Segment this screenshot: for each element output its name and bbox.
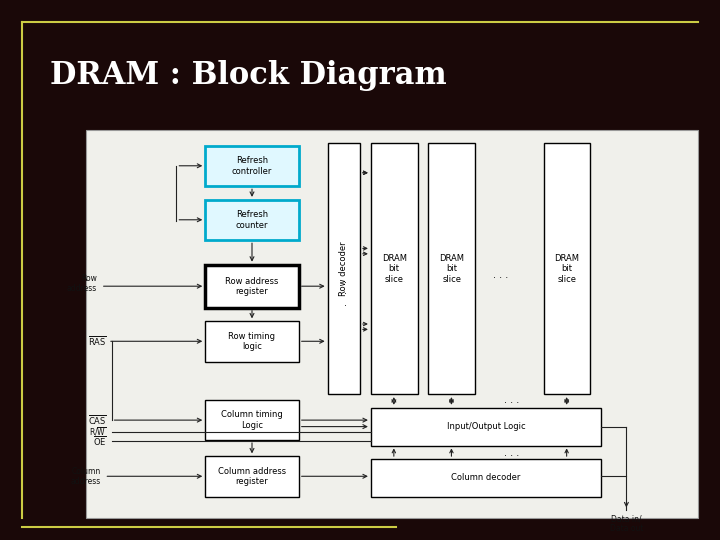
Text: $\overline{\rm CAS}$: $\overline{\rm CAS}$ [88, 413, 107, 427]
Text: ·
·
·: · · · [344, 278, 347, 311]
Bar [371, 459, 601, 497]
Bar [205, 265, 299, 308]
Bar [205, 456, 299, 497]
Bar [544, 143, 590, 394]
Bar [328, 143, 360, 394]
Text: $\overline{\rm OE}$: $\overline{\rm OE}$ [93, 434, 107, 448]
Text: Column address
register: Column address register [218, 467, 286, 486]
Text: DRAM : Block Diagram: DRAM : Block Diagram [50, 60, 447, 91]
Bar [205, 400, 299, 440]
Text: Column
address: Column address [71, 467, 101, 486]
Bar [371, 408, 601, 445]
Text: Column decoder: Column decoder [451, 474, 521, 482]
Text: . . .: . . . [492, 271, 508, 280]
Text: $\rm R/\overline{W}$: $\rm R/\overline{W}$ [89, 426, 107, 438]
Text: Row decoder: Row decoder [339, 241, 348, 296]
Text: Row address
register: Row address register [225, 276, 279, 296]
Text: . . .: . . . [503, 448, 519, 457]
Text: Column timing
Logic: Column timing Logic [221, 410, 283, 429]
Text: Input/Output Logic: Input/Output Logic [446, 422, 526, 431]
Text: Row
address: Row address [67, 274, 97, 293]
Bar [205, 200, 299, 240]
Text: DRAM
bit
slice: DRAM bit slice [554, 254, 580, 284]
Text: Refresh
counter: Refresh counter [235, 211, 269, 229]
Text: DRAM
bit
slice: DRAM bit slice [382, 254, 407, 284]
Text: . . .: . . . [503, 395, 519, 404]
Text: Data in/
Data out: Data in/ Data out [610, 514, 643, 534]
Text: Refresh
controller: Refresh controller [232, 157, 272, 176]
Bar [205, 146, 299, 186]
Text: $\overline{\rm RAS}$: $\overline{\rm RAS}$ [88, 334, 107, 348]
Bar [86, 130, 698, 518]
Bar [428, 143, 475, 394]
Bar [371, 143, 418, 394]
Bar [205, 321, 299, 362]
Text: Row timing
logic: Row timing logic [228, 332, 276, 351]
Text: DRAM
bit
slice: DRAM bit slice [439, 254, 464, 284]
